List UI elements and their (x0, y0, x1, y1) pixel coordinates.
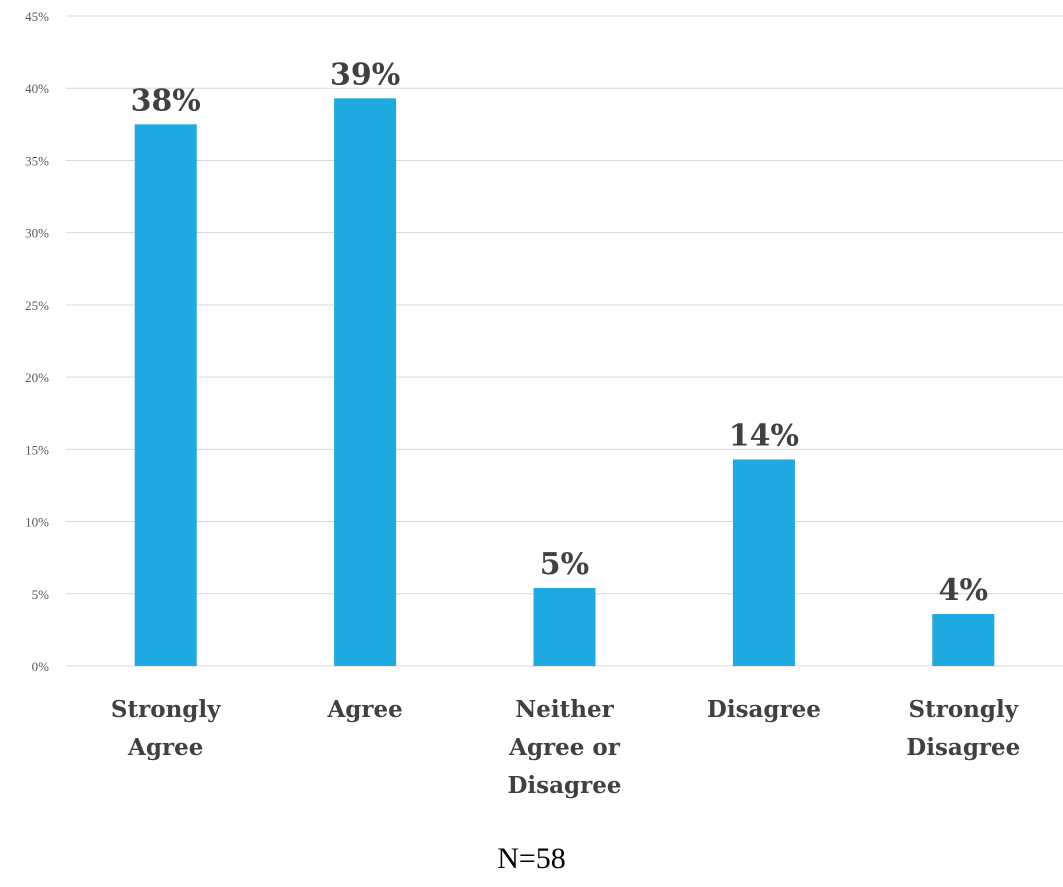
y-tick-label: 0% (32, 659, 50, 674)
y-tick-label: 25% (25, 298, 49, 313)
bar (334, 98, 397, 667)
category-label: Agree (326, 696, 402, 723)
y-tick-label: 5% (32, 587, 50, 602)
bar (134, 124, 197, 667)
bar (732, 459, 795, 666)
gridlines (66, 15, 1063, 667)
y-tick-label: 30% (25, 226, 49, 241)
y-tick-label: 20% (25, 370, 49, 385)
bar (533, 588, 596, 666)
data-label: 5% (540, 547, 589, 582)
category-label-line: Agree (326, 696, 402, 723)
bar (932, 614, 995, 666)
data-label: 39% (330, 57, 400, 92)
data-labels: 38% 39% 5% 14% 4% (131, 57, 988, 608)
category-label-line: Agree or (508, 734, 621, 761)
data-label: 14% (729, 418, 799, 453)
y-tick-label: 45% (25, 9, 49, 24)
category-label-line: Strongly (111, 696, 221, 723)
y-tick-label: 15% (25, 442, 49, 457)
sample-size-note: N=58 (497, 842, 566, 875)
category-label-line: Disagree (906, 734, 1020, 761)
category-label: Disagree (707, 696, 821, 723)
category-labels: Strongly Agree Agree Neither Agree or Disagre… (111, 696, 1020, 799)
y-tick-label: 10% (25, 515, 49, 530)
bars (134, 98, 995, 667)
y-tick-label: 35% (25, 153, 49, 168)
y-axis-tick-labels: 0% 5% 10% 15% 20% 25% 30% 35% 40% 45% (25, 9, 49, 674)
category-label: Strongly Disagree (906, 696, 1020, 761)
category-label: Neither Agree or Disagree (507, 696, 621, 799)
category-label-line: Disagree (707, 696, 821, 723)
category-label-line: Disagree (507, 772, 621, 799)
category-label-line: Agree (127, 734, 203, 761)
data-label: 4% (939, 573, 988, 608)
category-label-line: Strongly (908, 696, 1018, 723)
data-label: 38% (131, 83, 201, 118)
category-label: Strongly Agree (111, 696, 221, 761)
y-tick-label: 40% (25, 81, 49, 96)
category-label-line: Neither (515, 696, 614, 723)
